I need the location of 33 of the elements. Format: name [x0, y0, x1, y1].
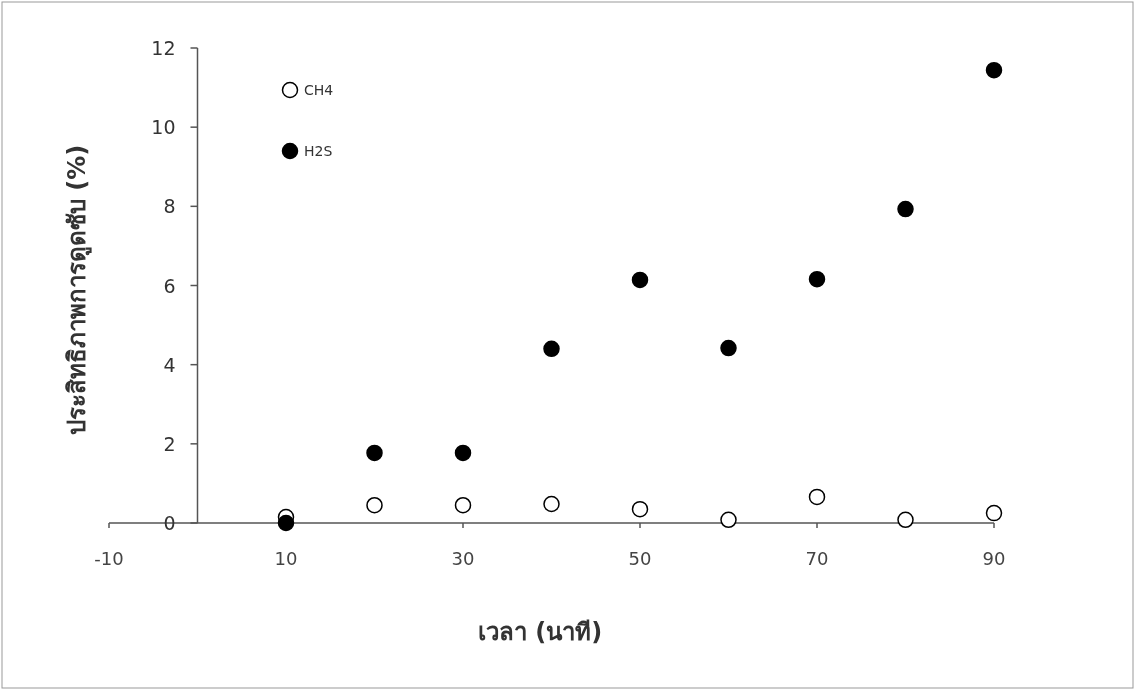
- point: [366, 444, 383, 462]
- y-tick-label: 2: [163, 432, 176, 455]
- point: [985, 504, 1003, 522]
- point: [808, 270, 826, 288]
- legend-label: CH4: [304, 82, 334, 98]
- point: [808, 488, 826, 506]
- point: [366, 496, 383, 514]
- x-tick-label: 50: [628, 548, 652, 569]
- point: [631, 271, 649, 289]
- point: [277, 514, 295, 532]
- y-tick-label: 12: [151, 37, 176, 59]
- x-tick-label: -10: [94, 548, 124, 569]
- point: [720, 339, 737, 357]
- x-axis-title: เวลา (นาที): [477, 618, 603, 646]
- y-tick-label: 8: [163, 195, 176, 218]
- point: [720, 511, 737, 529]
- point: [543, 495, 560, 513]
- x-tick-label: 30: [451, 548, 475, 569]
- point: [631, 500, 649, 518]
- y-axis-title: ประสิทธิภาพการดูดซับ (%): [63, 144, 92, 436]
- x-tick-label: 10: [274, 548, 298, 569]
- x-tick-label: 90: [982, 548, 1006, 569]
- y-tick-label: 6: [163, 274, 176, 297]
- point: [543, 340, 560, 358]
- point: [454, 444, 472, 462]
- point: [985, 61, 1003, 79]
- y-tick-label: 4: [163, 353, 176, 376]
- y-tick-label: 10: [151, 116, 176, 139]
- point: [897, 511, 914, 529]
- legend-label: H2S: [304, 143, 333, 159]
- x-tick-label: 70: [805, 548, 829, 569]
- point: [897, 200, 914, 218]
- point: [454, 496, 472, 514]
